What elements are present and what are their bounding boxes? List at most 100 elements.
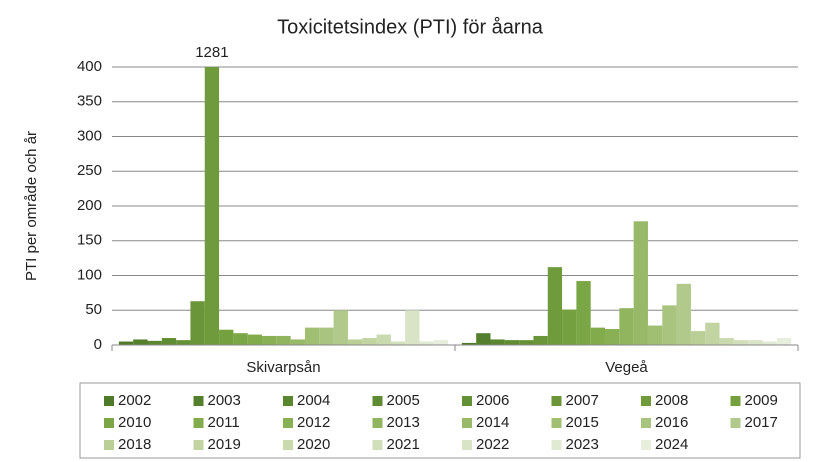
legend-swatch: [641, 418, 651, 428]
legend-label: 2005: [387, 392, 420, 409]
bar: [347, 339, 363, 345]
y-axis-label: PTI per område och år: [23, 131, 40, 281]
legend-label: 2006: [476, 392, 509, 409]
x-tick-label: Skivarpsån: [246, 359, 320, 376]
legend-swatch: [372, 396, 383, 406]
legend-label: 2022: [476, 436, 509, 453]
bar: [133, 339, 148, 345]
bar: [176, 340, 191, 345]
legend-swatch: [372, 440, 383, 450]
legend-label: 2016: [655, 414, 688, 431]
legend-label: 2011: [208, 414, 240, 431]
legend-swatch: [104, 396, 114, 406]
legend-swatch: [104, 440, 114, 450]
data-label: 1281: [195, 44, 228, 61]
bar: [504, 340, 520, 345]
bar: [233, 333, 248, 345]
legend-label: 2004: [297, 392, 330, 409]
y-tick-label: 300: [77, 127, 102, 144]
legend-swatch: [462, 418, 472, 428]
legend-swatch: [462, 440, 472, 450]
legend-label: 2019: [208, 436, 241, 453]
y-tick-label: 200: [77, 197, 102, 214]
bar: [461, 342, 477, 345]
x-tick-label: Vegeå: [605, 359, 648, 376]
bar: [733, 340, 749, 345]
bar: [533, 335, 548, 345]
legend-swatch: [551, 396, 562, 406]
bar: [219, 329, 234, 345]
bar: [405, 310, 420, 345]
bar: [590, 327, 606, 345]
legend-label: 2002: [118, 392, 151, 409]
legend-swatch: [193, 396, 204, 406]
legend-swatch: [462, 396, 472, 406]
bar: [161, 338, 177, 345]
bar: [276, 335, 291, 345]
bar: [776, 338, 792, 345]
legend-label: 2014: [476, 414, 509, 431]
legend-swatch: [283, 396, 293, 406]
bar: [247, 334, 263, 345]
legend-swatch: [730, 396, 741, 406]
bar: [519, 340, 534, 345]
bar: [690, 331, 706, 345]
bar: [662, 305, 677, 345]
legend-label: 2009: [745, 392, 778, 409]
legend-swatch: [551, 418, 562, 428]
legend-label: 2015: [566, 414, 599, 431]
legend-label: 2020: [297, 436, 330, 453]
bar: [204, 67, 220, 345]
legend-label: 2008: [655, 392, 688, 409]
bar: [433, 340, 449, 345]
legend-label: 2003: [208, 392, 241, 409]
bar: [633, 221, 648, 345]
bar: [319, 327, 334, 345]
bar: [605, 329, 620, 345]
chart-title: Toxicitetsindex (PTI) för åarna: [277, 16, 544, 38]
bar: [476, 333, 491, 345]
bar: [419, 341, 434, 345]
bar: [490, 339, 505, 345]
bar: [748, 340, 763, 345]
bar: [562, 309, 577, 345]
legend-label: 2024: [655, 436, 688, 453]
bar: [118, 341, 134, 345]
legend-swatch: [283, 440, 293, 450]
bar: [619, 308, 634, 345]
bar: [190, 301, 205, 345]
legend-label: 2007: [566, 392, 599, 409]
bar: [390, 341, 406, 345]
legend-swatch: [283, 418, 293, 428]
bar: [376, 334, 391, 345]
y-tick-label: 0: [94, 336, 102, 353]
legend-label: 2023: [566, 436, 599, 453]
bar: [576, 281, 591, 345]
legend-swatch: [551, 440, 562, 450]
y-tick-label: 400: [77, 58, 102, 75]
bar: [262, 335, 277, 345]
bar: [676, 283, 691, 345]
bar: [705, 322, 720, 345]
legend-box: [79, 382, 801, 459]
legend-label: 2012: [297, 414, 330, 431]
legend-swatch: [730, 418, 741, 428]
legend-label: 2010: [118, 414, 151, 431]
bar: [719, 338, 734, 345]
bar: [362, 338, 377, 345]
y-tick-label: 250: [77, 162, 102, 179]
y-tick-label: 150: [77, 232, 102, 249]
legend-swatch: [193, 418, 204, 428]
bar: [647, 325, 663, 345]
legend-swatch: [104, 418, 114, 428]
legend-label: 2013: [387, 414, 420, 431]
legend-label: 2018: [118, 436, 151, 453]
bar: [762, 341, 777, 345]
bar: [304, 327, 320, 345]
legend-swatch: [193, 440, 204, 450]
y-tick-label: 50: [85, 301, 102, 318]
bar: [290, 339, 305, 345]
y-tick-label: 350: [77, 93, 102, 110]
bar: [547, 267, 563, 345]
